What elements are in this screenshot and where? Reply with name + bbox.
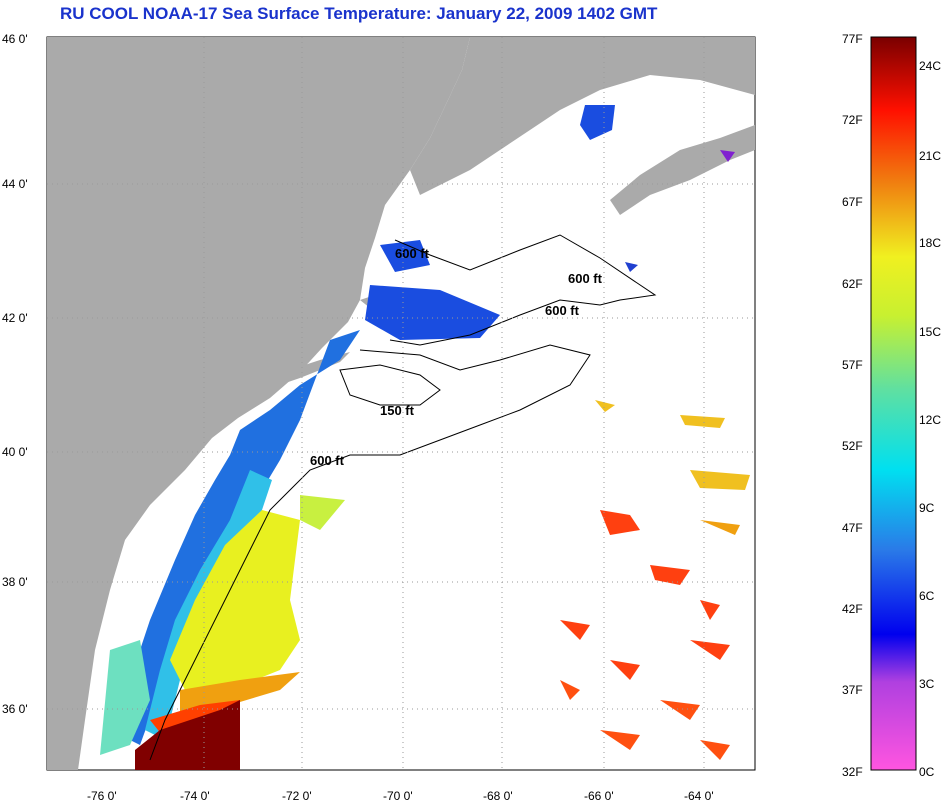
f-tick-67: 67F <box>842 195 863 209</box>
lat-label-36: 36 0' <box>2 702 28 716</box>
lat-label-38: 38 0' <box>2 575 28 589</box>
f-tick-77: 77F <box>842 32 863 46</box>
lon-label-66: -66 0' <box>584 789 614 803</box>
lon-label-76: -76 0' <box>87 789 117 803</box>
contour-label-150ft: 150 ft <box>380 403 415 418</box>
lat-label-44: 44 0' <box>2 177 28 191</box>
colorbar-celsius-labels: 24C 21C 18C 15C 12C 9C 6C 3C 0C <box>919 59 941 779</box>
longitude-labels: -76 0' -74 0' -72 0' -70 0' -68 0' -66 0… <box>87 789 714 803</box>
c-tick-18: 18C <box>919 236 941 250</box>
contour-label-600ft-4: 600 ft <box>310 453 345 468</box>
f-tick-72: 72F <box>842 113 863 127</box>
lon-label-64: -64 0' <box>684 789 714 803</box>
sst-patches <box>100 105 750 770</box>
contour-label-600ft-3: 600 ft <box>545 303 580 318</box>
graticule <box>47 37 755 770</box>
c-tick-21: 21C <box>919 149 941 163</box>
land-long-island <box>210 352 350 405</box>
f-tick-42: 42F <box>842 602 863 616</box>
lon-label-72: -72 0' <box>282 789 312 803</box>
colorbar-fahrenheit-labels: 77F 72F 67F 62F 57F 52F 47F 42F 37F 32F <box>842 32 863 779</box>
map-title: RU COOL NOAA-17 Sea Surface Temperature:… <box>60 4 658 23</box>
lon-label-70: -70 0' <box>383 789 413 803</box>
contour-label-600ft-2: 600 ft <box>568 271 603 286</box>
contour-label-600ft-1: 600 ft <box>395 246 430 261</box>
c-tick-24: 24C <box>919 59 941 73</box>
c-tick-9: 9C <box>919 501 935 515</box>
f-tick-57: 57F <box>842 358 863 372</box>
c-tick-12: 12C <box>919 413 941 427</box>
c-tick-6: 6C <box>919 589 935 603</box>
lon-label-68: -68 0' <box>483 789 513 803</box>
c-tick-15: 15C <box>919 325 941 339</box>
f-tick-62: 62F <box>842 277 863 291</box>
f-tick-52: 52F <box>842 439 863 453</box>
bathymetry-contours <box>149 234 657 761</box>
land-new-brunswick <box>410 37 755 195</box>
lat-label-40: 40 0' <box>2 445 28 459</box>
latitude-labels: 46 0' 44 0' 42 0' 40 0' 38 0' 36 0' <box>2 32 28 716</box>
c-tick-0: 0C <box>919 765 935 779</box>
c-tick-3: 3C <box>919 677 935 691</box>
lat-label-46: 46 0' <box>2 32 28 46</box>
land-mainland <box>47 37 470 770</box>
f-tick-37: 37F <box>842 683 863 697</box>
lat-label-42: 42 0' <box>2 311 28 325</box>
lon-label-74: -74 0' <box>180 789 210 803</box>
colorbar <box>870 36 917 771</box>
f-tick-32: 32F <box>842 765 863 779</box>
f-tick-47: 47F <box>842 521 863 535</box>
land-nova-scotia <box>610 125 755 215</box>
